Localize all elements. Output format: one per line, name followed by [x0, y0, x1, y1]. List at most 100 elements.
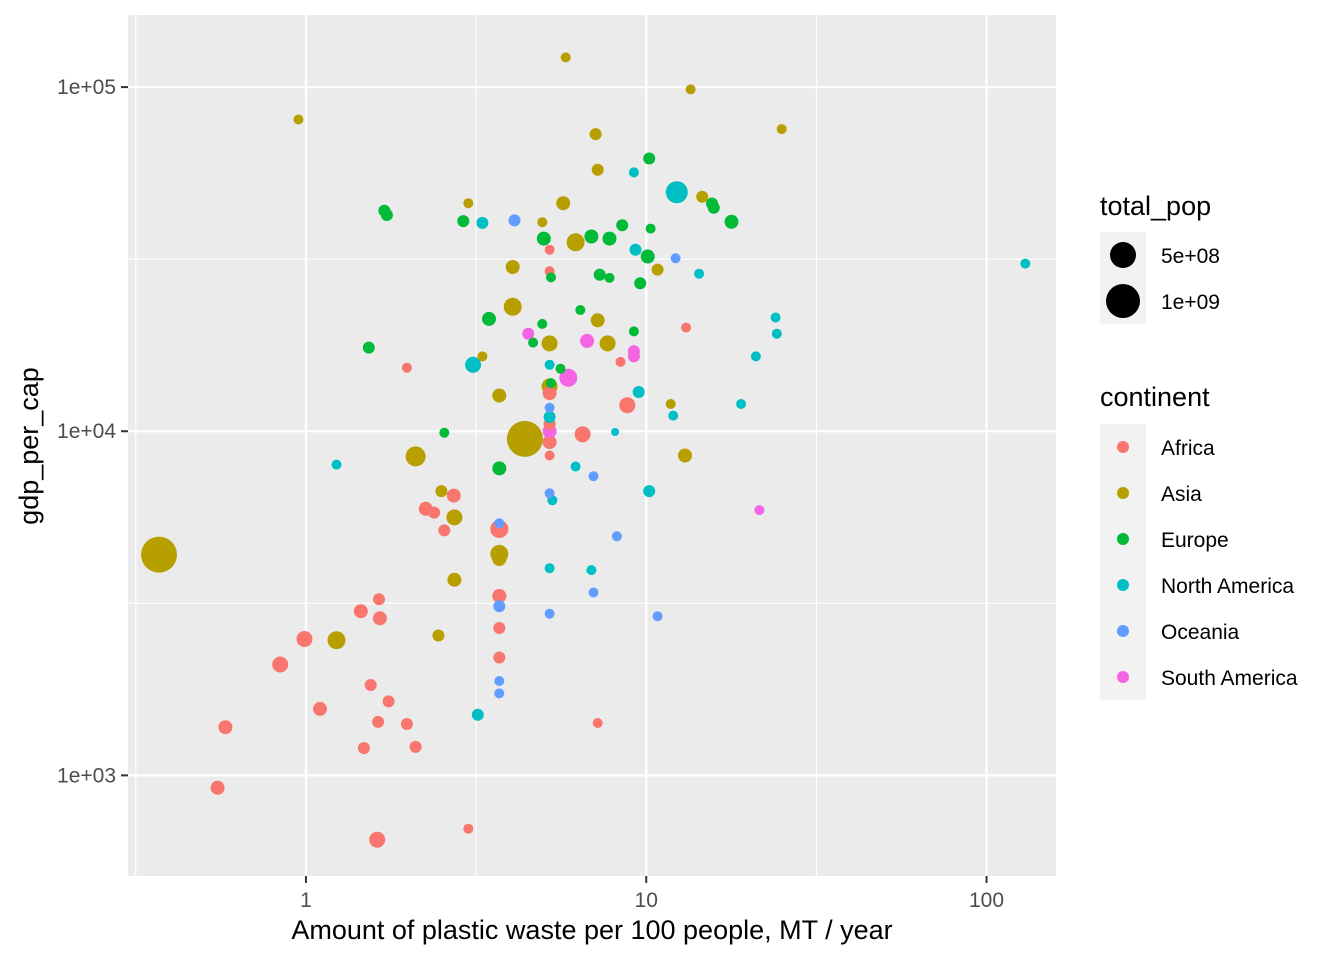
point-europe-64	[362, 341, 375, 354]
point-europe-37	[482, 311, 496, 326]
point-africa-53	[428, 506, 441, 519]
legend-color-title: continent	[1100, 382, 1210, 412]
x-axis: 1 10 100	[300, 876, 1004, 912]
y-tick-label-1: 1e+04	[57, 420, 116, 443]
legend-size-key-5e8	[1110, 242, 1136, 268]
legend-label-north-america: North America	[1161, 575, 1294, 598]
point-asia-7	[503, 297, 522, 316]
point-africa-50	[382, 695, 395, 708]
point-asia-93	[293, 114, 304, 125]
point-africa-13	[574, 426, 591, 443]
point-north-america-123	[771, 328, 782, 339]
y-tick-label-0: 1e+03	[57, 764, 116, 787]
point-europe-69	[616, 219, 629, 232]
point-oceania-128	[544, 402, 555, 413]
point-africa-46	[357, 742, 370, 755]
y-axis-title: gdp_per_cap	[14, 367, 44, 525]
point-asia-95	[477, 351, 488, 362]
point-europe-66	[380, 209, 393, 221]
point-north-america-19	[465, 356, 482, 373]
point-oceania-126	[494, 676, 505, 686]
legend-label-oceania: Oceania	[1161, 621, 1240, 644]
point-asia-100	[776, 124, 787, 135]
point-africa-85	[401, 362, 412, 373]
point-south-america-136	[754, 505, 765, 516]
point-oceania-81	[508, 214, 521, 227]
point-europe-102	[528, 337, 539, 348]
x-tick-label-1: 10	[635, 889, 658, 912]
point-asia-16	[541, 335, 558, 352]
point-africa-10	[272, 656, 289, 673]
point-africa-51	[400, 718, 413, 730]
point-asia-94	[463, 198, 474, 209]
point-africa-23	[353, 604, 368, 619]
point-europe-38	[492, 461, 507, 476]
point-north-america-76	[543, 411, 556, 423]
point-europe-110	[645, 223, 656, 234]
point-africa-86	[463, 823, 474, 834]
legend-size-label-5e8: 5e+08	[1161, 245, 1220, 268]
point-africa-90	[592, 718, 603, 728]
point-asia-33	[505, 260, 520, 274]
point-north-america-78	[632, 386, 645, 398]
point-asia-61	[591, 163, 604, 176]
point-asia-58	[432, 629, 445, 642]
point-north-america-137	[611, 428, 620, 436]
point-asia-5	[327, 631, 346, 650]
point-africa-26	[446, 488, 461, 503]
legend-label-africa: Africa	[1161, 437, 1215, 460]
point-north-america-117	[628, 167, 639, 178]
point-asia-30	[447, 572, 462, 587]
point-africa-47	[364, 679, 377, 691]
legend-label-asia: Asia	[1161, 483, 1202, 506]
point-africa-87	[544, 244, 555, 255]
point-north-america-119	[694, 268, 705, 279]
point-asia-62	[651, 263, 664, 276]
point-europe-71	[643, 152, 656, 165]
point-asia-1	[506, 420, 543, 457]
point-north-america-118	[668, 410, 679, 421]
point-europe-101	[439, 427, 450, 438]
point-europe-108	[604, 272, 615, 283]
point-africa-48	[372, 715, 385, 728]
legend-size-key-1e9	[1106, 284, 1140, 318]
legend-label-europe: Europe	[1161, 529, 1229, 552]
point-oceania-127	[494, 688, 505, 699]
point-oceania-132	[588, 587, 599, 598]
point-europe-73	[707, 201, 720, 214]
point-asia-96	[537, 217, 548, 228]
point-asia-31	[492, 388, 507, 403]
point-europe-103	[537, 318, 548, 329]
point-africa-12	[369, 831, 386, 848]
point-europe-105	[546, 378, 556, 389]
point-europe-104	[546, 272, 556, 283]
point-north-america-124	[1020, 258, 1031, 269]
point-africa-24	[372, 611, 387, 626]
point-europe-70	[634, 277, 647, 290]
point-asia-97	[560, 52, 571, 63]
point-africa-11	[296, 631, 313, 647]
legend-key-africa	[1117, 441, 1129, 453]
point-europe-68	[593, 268, 606, 281]
point-asia-32	[492, 552, 507, 567]
legend-key-north-america	[1117, 579, 1129, 591]
point-africa-22	[313, 701, 327, 716]
point-africa-28	[542, 386, 557, 401]
point-north-america-113	[544, 563, 555, 574]
legend-size: total_pop 5e+08 1e+09	[1100, 191, 1220, 324]
point-north-america-111	[331, 459, 342, 470]
point-africa-20	[210, 780, 225, 795]
point-south-america-9	[559, 368, 578, 387]
point-asia-98	[665, 399, 676, 409]
point-asia-63	[696, 190, 709, 203]
point-asia-15	[446, 509, 463, 526]
point-europe-67	[457, 215, 470, 228]
point-south-america-84	[627, 350, 640, 363]
point-north-america-79	[643, 485, 656, 498]
point-oceania-131	[588, 471, 599, 482]
point-asia-8	[566, 233, 585, 252]
point-oceania-129	[544, 488, 555, 499]
point-africa-49	[373, 593, 385, 606]
point-oceania-125	[494, 518, 505, 529]
